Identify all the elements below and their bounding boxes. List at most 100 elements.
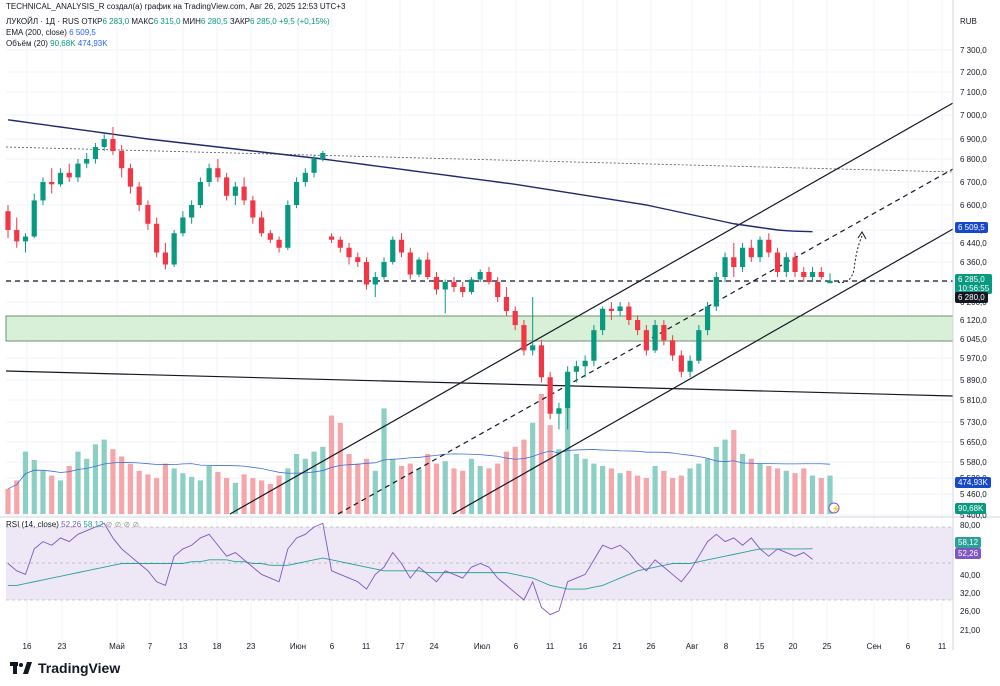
candle-body — [451, 282, 457, 287]
rsi-legend-value: 52,26 — [61, 520, 82, 529]
candle-body — [407, 252, 413, 275]
close-label: ЗАКР — [229, 17, 250, 26]
volume-bar — [302, 458, 308, 514]
time-tick-label: Сен — [867, 642, 882, 651]
rsi-ma-tag-text: 58,12 — [958, 538, 979, 547]
candle-body — [722, 257, 728, 277]
volume-bar — [49, 475, 55, 514]
channel-upper-line — [229, 102, 954, 515]
candle-body — [818, 272, 824, 277]
candle-body — [398, 239, 405, 253]
volume-bar — [206, 466, 212, 514]
volume-legend-value: 90,68K — [50, 39, 76, 48]
currency-label[interactable]: RUB — [960, 17, 977, 26]
candle-body — [171, 233, 177, 265]
candle-body — [381, 262, 387, 277]
volume-bar — [84, 458, 90, 514]
price-tick-label: 6 360,0 — [960, 258, 987, 267]
tv-logo-icon — [10, 662, 32, 674]
candle-body — [258, 217, 265, 234]
high-label: МАКС — [131, 17, 154, 26]
volume-bar — [232, 482, 238, 514]
time-tick-label: 6 — [906, 642, 911, 651]
symbol-label[interactable]: ЛУКОЙЛ · 1Д · RUS — [6, 17, 80, 26]
volume-bar — [31, 460, 37, 514]
volume-bar — [503, 451, 510, 514]
candle-body — [363, 262, 370, 285]
candle-body — [162, 252, 169, 265]
volume-bar — [617, 473, 623, 514]
volume-bar — [565, 408, 571, 514]
tradingview-logo[interactable]: TradingView — [10, 660, 120, 676]
close-value: 6 285,0 — [250, 17, 277, 26]
candle-body — [31, 200, 37, 237]
candle-body — [512, 311, 518, 326]
price-tick-label: 6 440,0 — [960, 239, 987, 248]
price-tick-label: 6 700,0 — [960, 178, 987, 187]
volume-bar — [119, 456, 125, 514]
level-tag-text: 6 280,0 — [958, 293, 985, 302]
rsi-ma-tag: 58,12 — [955, 537, 982, 548]
long-trendline — [5, 370, 954, 397]
candle-body — [503, 297, 510, 311]
candle-body — [704, 306, 711, 331]
candle-body — [92, 147, 99, 159]
volume-bar — [14, 480, 20, 514]
volume-bar — [460, 470, 466, 514]
candle-body — [22, 236, 29, 242]
candle-body — [643, 330, 649, 351]
price-tick-label: 5 890,0 — [960, 376, 987, 385]
price-tick-label: 5 810,0 — [960, 396, 987, 405]
legend-icons[interactable]: ⊘ ⊘ ⊘ ⊘ — [105, 520, 140, 529]
price-tick-label: 7 300,0 — [960, 46, 987, 55]
price-tick-label: 5 460,0 — [960, 490, 987, 499]
candle-body — [468, 279, 475, 292]
candle-body — [75, 163, 81, 178]
time-axis[interactable]: 16 23 Май 7 13 18 23 Июн 6 11 17 24 Июл 6 11 16 21 26 Авг 8… — [23, 642, 947, 651]
volume-bar — [355, 463, 361, 514]
time-tick-label: 11 — [938, 642, 947, 651]
volume-bar — [556, 449, 562, 514]
candle-body — [591, 330, 597, 361]
volume-bar — [224, 478, 230, 514]
candles[interactable] — [5, 127, 833, 430]
candle-body — [477, 272, 483, 280]
volume-bar — [512, 446, 518, 514]
candle-body — [84, 159, 90, 164]
volume-bar — [110, 449, 116, 514]
candle-body — [792, 257, 798, 272]
price-tick-label: 7 000,0 — [960, 111, 987, 120]
time-tick-label: 15 — [756, 642, 765, 651]
volume-bar — [101, 439, 107, 514]
time-tick-label: 18 — [213, 642, 222, 651]
candle-body — [495, 282, 501, 297]
ema-200-line — [7, 119, 813, 233]
candle-body — [250, 200, 256, 218]
candle-body — [739, 247, 746, 267]
volume-bar — [363, 458, 370, 514]
time-tick-label: 25 — [823, 642, 832, 651]
price-tick-label: 6 900,0 — [960, 135, 987, 144]
ema-tag-text: 6 509,5 — [958, 223, 985, 232]
change-value: +9,5 (+0,15%) — [278, 17, 330, 26]
price-tick-label: 5 970,0 — [960, 354, 987, 363]
candle-body — [285, 205, 291, 248]
candle-body — [145, 205, 151, 224]
volume-tag: 90,68K — [955, 503, 987, 514]
volume-bar — [416, 468, 422, 514]
candle-body — [809, 272, 816, 277]
candle-body — [57, 172, 64, 185]
volume-bar — [696, 463, 702, 514]
time-tick-label: Июн — [290, 642, 306, 651]
price-tick-label: 7 100,0 — [960, 88, 987, 97]
candle-body — [372, 277, 378, 285]
time-tick-label: 17 — [396, 642, 405, 651]
volume-legend[interactable]: Объём (20) 90,68K 474,93K — [6, 39, 108, 48]
rsi-legend[interactable]: RSI (14, close) 52,26 58,12 ⊘ ⊘ ⊘ ⊘ — [6, 520, 139, 529]
time-tick-label: 6 — [514, 642, 519, 651]
candle-body — [748, 247, 754, 258]
lightning-icon[interactable] — [828, 502, 840, 514]
candle-body — [66, 172, 72, 178]
ema-legend[interactable]: EMA (200, close) 6 509,5 — [6, 28, 96, 37]
